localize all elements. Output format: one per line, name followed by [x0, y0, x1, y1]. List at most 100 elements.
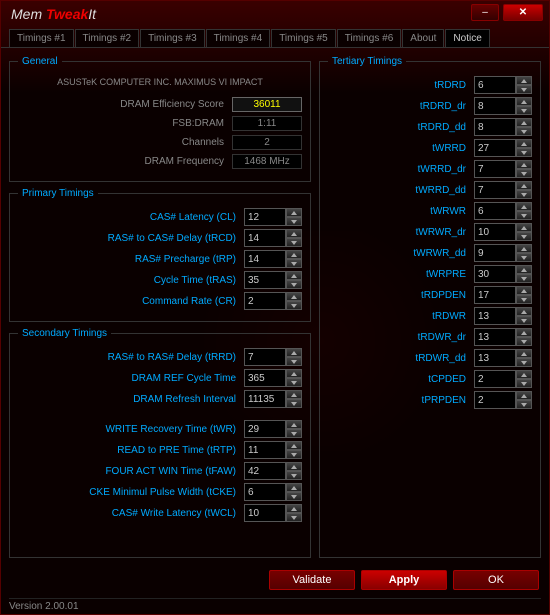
timing-input[interactable]	[474, 265, 516, 283]
spin-up-icon[interactable]	[516, 370, 532, 379]
spin-up-icon[interactable]	[286, 483, 302, 492]
timing-input[interactable]	[244, 348, 286, 366]
spin-up-icon[interactable]	[516, 76, 532, 85]
spin-up-icon[interactable]	[286, 292, 302, 301]
spin-up-icon[interactable]	[516, 307, 532, 316]
timing-input[interactable]	[474, 307, 516, 325]
spin-down-icon[interactable]	[516, 274, 532, 283]
timing-input[interactable]	[244, 441, 286, 459]
timing-input[interactable]	[474, 76, 516, 94]
spin-down-icon[interactable]	[286, 301, 302, 310]
spin-up-icon[interactable]	[516, 328, 532, 337]
spin-down-icon[interactable]	[286, 471, 302, 480]
spin-up-icon[interactable]	[516, 118, 532, 127]
spin-down-icon[interactable]	[286, 259, 302, 268]
tab-timings-6[interactable]: Timings #6	[337, 29, 402, 47]
spin-down-icon[interactable]	[516, 148, 532, 157]
spin-up-icon[interactable]	[286, 369, 302, 378]
spin-down-icon[interactable]	[286, 513, 302, 522]
tab-timings-1[interactable]: Timings #1	[9, 29, 74, 47]
validate-button[interactable]: Validate	[269, 570, 355, 590]
spin-down-icon[interactable]	[516, 232, 532, 241]
spin-up-icon[interactable]	[516, 265, 532, 274]
timing-input[interactable]	[244, 390, 286, 408]
spin-up-icon[interactable]	[516, 139, 532, 148]
spin-down-icon[interactable]	[286, 450, 302, 459]
tab-notice[interactable]: Notice	[445, 29, 489, 47]
timing-input[interactable]	[474, 391, 516, 409]
apply-button[interactable]: Apply	[361, 570, 447, 590]
timing-input[interactable]	[474, 181, 516, 199]
spin-up-icon[interactable]	[286, 420, 302, 429]
spin-up-icon[interactable]	[286, 504, 302, 513]
spin-down-icon[interactable]	[286, 280, 302, 289]
timing-input[interactable]	[474, 328, 516, 346]
spin-down-icon[interactable]	[516, 358, 532, 367]
timing-input[interactable]	[244, 504, 286, 522]
spin-down-icon[interactable]	[516, 127, 532, 136]
spin-up-icon[interactable]	[286, 390, 302, 399]
timing-input[interactable]	[474, 370, 516, 388]
spin-down-icon[interactable]	[516, 85, 532, 94]
timing-input[interactable]	[474, 97, 516, 115]
timing-input[interactable]	[244, 369, 286, 387]
spin-up-icon[interactable]	[516, 160, 532, 169]
spin-up-icon[interactable]	[286, 229, 302, 238]
timing-input[interactable]	[244, 420, 286, 438]
spin-up-icon[interactable]	[516, 349, 532, 358]
spin-down-icon[interactable]	[516, 337, 532, 346]
timing-input[interactable]	[474, 223, 516, 241]
timing-input[interactable]	[244, 271, 286, 289]
spin-up-icon[interactable]	[286, 462, 302, 471]
spin-down-icon[interactable]	[286, 399, 302, 408]
timing-input[interactable]	[244, 292, 286, 310]
timing-input[interactable]	[244, 229, 286, 247]
spin-up-icon[interactable]	[516, 181, 532, 190]
timing-input[interactable]	[474, 202, 516, 220]
spin-down-icon[interactable]	[286, 357, 302, 366]
spin-down-icon[interactable]	[286, 238, 302, 247]
spin-down-icon[interactable]	[516, 106, 532, 115]
spin-down-icon[interactable]	[516, 316, 532, 325]
spin-up-icon[interactable]	[286, 208, 302, 217]
spin-down-icon[interactable]	[516, 379, 532, 388]
spin-down-icon[interactable]	[516, 295, 532, 304]
tab-about[interactable]: About	[402, 29, 444, 47]
spin-up-icon[interactable]	[286, 271, 302, 280]
timing-input[interactable]	[474, 139, 516, 157]
spin-up-icon[interactable]	[286, 441, 302, 450]
spin-up-icon[interactable]	[516, 223, 532, 232]
spin-up-icon[interactable]	[516, 202, 532, 211]
tab-timings-5[interactable]: Timings #5	[271, 29, 336, 47]
timing-input[interactable]	[244, 250, 286, 268]
tab-timings-4[interactable]: Timings #4	[206, 29, 271, 47]
timing-input[interactable]	[474, 160, 516, 178]
spin-up-icon[interactable]	[516, 97, 532, 106]
timing-input[interactable]	[244, 208, 286, 226]
timing-input[interactable]	[474, 349, 516, 367]
spin-down-icon[interactable]	[286, 492, 302, 501]
tab-timings-3[interactable]: Timings #3	[140, 29, 205, 47]
timing-input[interactable]	[474, 286, 516, 304]
timing-input[interactable]	[244, 483, 286, 501]
spin-up-icon[interactable]	[516, 391, 532, 400]
spin-down-icon[interactable]	[516, 400, 532, 409]
timing-input[interactable]	[474, 244, 516, 262]
spin-up-icon[interactable]	[286, 348, 302, 357]
tab-timings-2[interactable]: Timings #2	[75, 29, 140, 47]
timing-input[interactable]	[244, 462, 286, 480]
spin-down-icon[interactable]	[286, 429, 302, 438]
spin-down-icon[interactable]	[516, 211, 532, 220]
timing-input[interactable]	[474, 118, 516, 136]
spin-down-icon[interactable]	[516, 190, 532, 199]
spin-down-icon[interactable]	[286, 378, 302, 387]
minimize-button[interactable]: –	[471, 4, 499, 21]
spin-up-icon[interactable]	[516, 286, 532, 295]
spin-down-icon[interactable]	[286, 217, 302, 226]
spin-down-icon[interactable]	[516, 253, 532, 262]
close-button[interactable]: ✕	[503, 4, 543, 21]
ok-button[interactable]: OK	[453, 570, 539, 590]
spin-down-icon[interactable]	[516, 169, 532, 178]
spin-up-icon[interactable]	[286, 250, 302, 259]
spin-up-icon[interactable]	[516, 244, 532, 253]
